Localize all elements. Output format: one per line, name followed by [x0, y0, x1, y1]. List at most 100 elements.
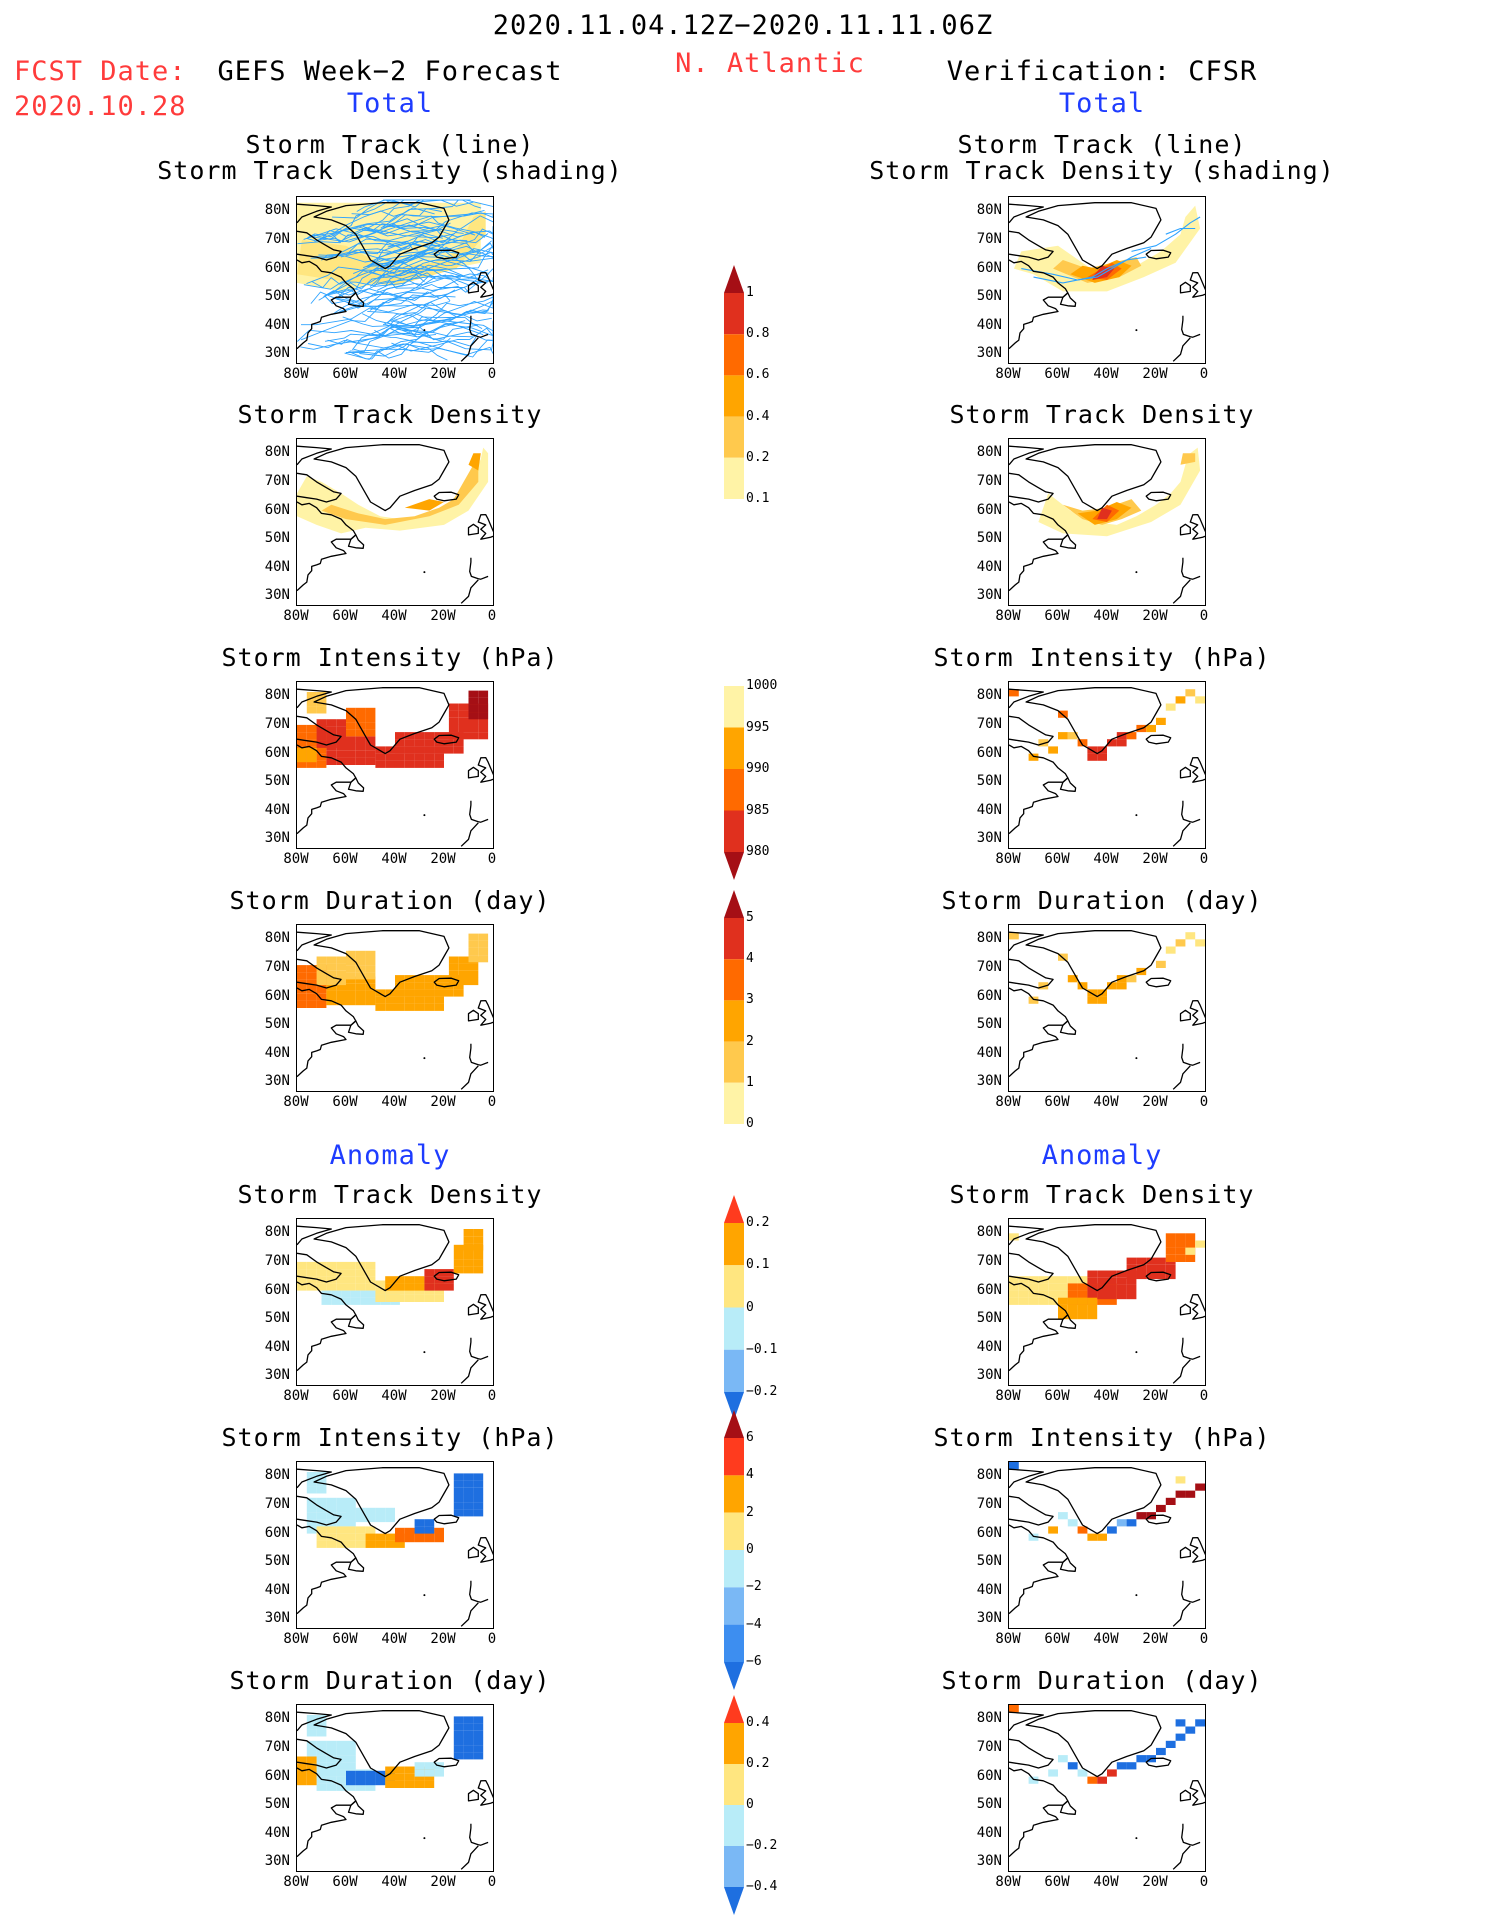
lat-tick-label: 80N [264, 687, 290, 704]
grid-cell [434, 760, 444, 768]
lon-tick-label: 60W [1044, 1388, 1070, 1404]
lon-tick-label: 0 [487, 1631, 497, 1647]
grid-cell [336, 970, 346, 978]
grid-cell [336, 1512, 346, 1520]
grid-cell [346, 998, 356, 1006]
grid-cell [306, 1747, 317, 1756]
grid-cell [316, 753, 327, 761]
grid-cell [1058, 1312, 1068, 1320]
grid-cell [1195, 1240, 1205, 1248]
grid-cell [346, 1269, 356, 1277]
grid-cell [1038, 1297, 1049, 1305]
grid-cell [355, 965, 366, 973]
grid-cell [404, 746, 415, 754]
grid-cell [355, 714, 366, 723]
coastline-newfoundland [1059, 534, 1077, 549]
grid-cell [306, 972, 317, 980]
grid-cell [316, 1715, 327, 1723]
lat-tick-label: 70N [264, 1252, 290, 1269]
lat-tick-label: 60N [264, 1767, 290, 1784]
coastline-newfoundland [1059, 1020, 1077, 1035]
grid-cell [326, 733, 337, 741]
grid-cell [297, 1770, 307, 1778]
lat-tick-label: 50N [976, 530, 1002, 547]
lon-tick-label: 80W [995, 1874, 1021, 1890]
grid-cell [1097, 1292, 1107, 1300]
grid-cell [365, 1514, 376, 1523]
grid-cell [448, 703, 459, 711]
grid-cell [316, 733, 327, 741]
grid-cell [1195, 1719, 1205, 1727]
grid-cell [1116, 982, 1127, 990]
azores-dot [1135, 1594, 1138, 1597]
colorbar-segment [724, 1041, 744, 1083]
lat-tick-label: 60N [264, 1524, 290, 1541]
coastline-newfoundland [1059, 1314, 1077, 1329]
grid-cell [1048, 1769, 1058, 1777]
grid-cell [463, 1502, 474, 1510]
grid-cell [414, 1519, 425, 1527]
colorbar-label: 0 [746, 1542, 754, 1557]
grid-cell [365, 950, 376, 958]
grid-cell [1136, 1512, 1147, 1520]
grid-cell [1009, 932, 1019, 940]
grid-cell [424, 760, 435, 768]
grid-cell [385, 1003, 395, 1011]
grid-cell [424, 1773, 435, 1781]
storm-track-line [1131, 216, 1201, 252]
coastline-newfoundland [1059, 292, 1077, 307]
grid-cell [463, 1509, 474, 1517]
coastline-ellesmere [297, 1711, 332, 1732]
grid-cell [458, 977, 469, 986]
grid-cell [316, 1472, 327, 1480]
grid-cell [306, 724, 317, 733]
lat-tick-label: 50N [264, 1796, 290, 1813]
grid-cell [375, 760, 386, 768]
right-total-label: Total [1058, 88, 1146, 119]
grid-cell [1097, 753, 1107, 761]
coastline-ellesmere [297, 931, 332, 952]
grid-cell [1126, 1271, 1137, 1280]
grid-cell [365, 990, 376, 998]
coastline-iceland [1145, 977, 1172, 988]
grid-cell [336, 1504, 346, 1513]
lon-tick-label: 60W [332, 1631, 358, 1647]
lat-tick-label: 70N [264, 230, 290, 247]
colorbar-anom_density: 0.2 0.1 0 −0.1 −0.2 [722, 1195, 842, 1420]
grid-cell [1087, 1270, 1098, 1278]
lat-tick-label: 30N [976, 1610, 1002, 1627]
storm-track-line [388, 218, 493, 240]
grid-cell [414, 982, 425, 990]
grid-cell [1165, 1247, 1176, 1255]
grid-cell [1077, 1283, 1088, 1291]
grid-cell [1107, 1769, 1117, 1777]
lat-tick-label: 30N [976, 1853, 1002, 1870]
grid-cell [355, 950, 366, 958]
grid-cell [478, 712, 489, 720]
grid-cell [478, 697, 489, 705]
grid-cell [365, 998, 376, 1006]
lat-tick-label: 80N [264, 202, 290, 219]
grid-cell [306, 747, 317, 755]
lon-tick-label: 0 [1199, 851, 1209, 867]
coastline-ireland [1179, 1303, 1191, 1316]
panel-title-l5: Storm Track Density [237, 1180, 543, 1209]
grid-cell [346, 1770, 356, 1778]
grid-cell [326, 719, 337, 727]
grid-cell [306, 1770, 317, 1778]
lat-tick-label: 40N [264, 558, 290, 575]
grid-cell [365, 736, 376, 744]
grid-cell [468, 732, 479, 740]
coastline-uk [1189, 271, 1205, 298]
grid-cell [414, 1276, 425, 1284]
grid-cell [316, 1755, 327, 1763]
lon-tick-label: 60W [332, 1094, 358, 1110]
lat-tick-label: 50N [976, 288, 1002, 305]
grid-cell [395, 989, 405, 997]
map-panel-r4 [1008, 924, 1206, 1092]
panel-title-l1b: Storm Track Density (shading) [157, 156, 623, 185]
lat-tick-label: 80N [976, 444, 1002, 461]
grid-cell [355, 1269, 366, 1277]
grid-cell [395, 1287, 405, 1295]
grid-cell [414, 739, 425, 747]
